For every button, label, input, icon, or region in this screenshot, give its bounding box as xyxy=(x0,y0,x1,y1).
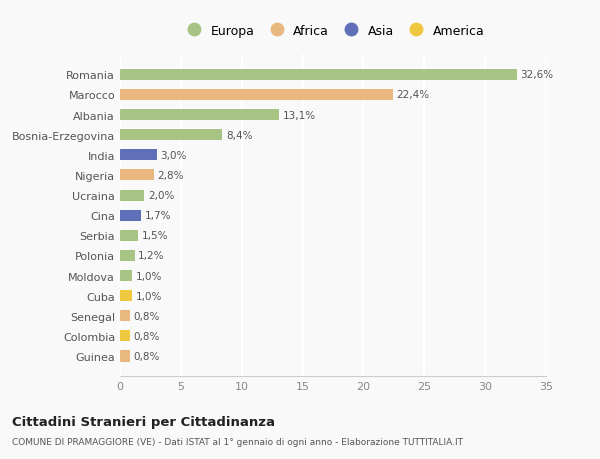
Bar xyxy=(120,70,517,81)
Bar xyxy=(120,270,132,281)
Text: COMUNE DI PRAMAGGIORE (VE) - Dati ISTAT al 1° gennaio di ogni anno - Elaborazion: COMUNE DI PRAMAGGIORE (VE) - Dati ISTAT … xyxy=(12,437,463,446)
Text: 1,0%: 1,0% xyxy=(136,271,162,281)
Bar xyxy=(120,330,130,341)
Text: 0,8%: 0,8% xyxy=(133,351,160,361)
Text: 32,6%: 32,6% xyxy=(520,70,554,80)
Bar xyxy=(120,90,392,101)
Text: 2,8%: 2,8% xyxy=(158,171,184,180)
Text: 1,7%: 1,7% xyxy=(145,211,171,221)
Bar xyxy=(120,351,130,362)
Text: 1,5%: 1,5% xyxy=(142,231,169,241)
Bar xyxy=(120,291,132,302)
Bar xyxy=(120,250,134,262)
Text: 22,4%: 22,4% xyxy=(396,90,430,100)
Bar xyxy=(120,110,280,121)
Text: 0,8%: 0,8% xyxy=(133,331,160,341)
Bar xyxy=(120,210,140,221)
Bar xyxy=(120,170,154,181)
Text: 2,0%: 2,0% xyxy=(148,190,175,201)
Text: 1,2%: 1,2% xyxy=(138,251,165,261)
Bar xyxy=(120,130,222,141)
Text: 13,1%: 13,1% xyxy=(283,110,316,120)
Text: Cittadini Stranieri per Cittadinanza: Cittadini Stranieri per Cittadinanza xyxy=(12,415,275,428)
Legend: Europa, Africa, Asia, America: Europa, Africa, Asia, America xyxy=(176,20,490,43)
Text: 3,0%: 3,0% xyxy=(160,151,187,161)
Bar xyxy=(120,311,130,322)
Text: 8,4%: 8,4% xyxy=(226,130,253,140)
Text: 1,0%: 1,0% xyxy=(136,291,162,301)
Bar xyxy=(120,150,157,161)
Bar xyxy=(120,230,138,241)
Text: 0,8%: 0,8% xyxy=(133,311,160,321)
Bar xyxy=(120,190,145,201)
